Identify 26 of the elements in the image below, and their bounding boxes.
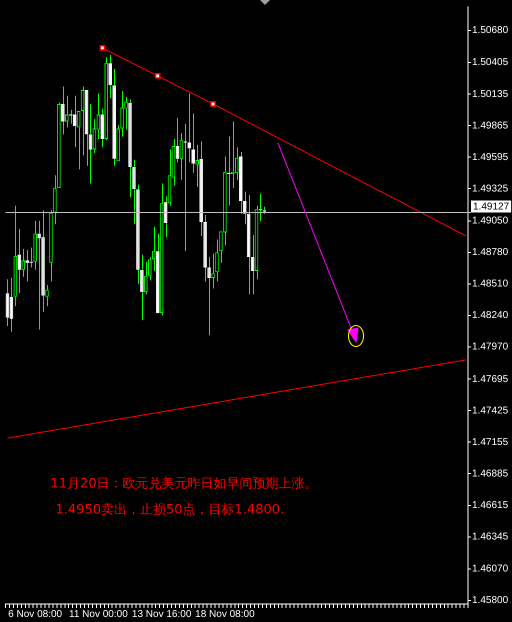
y-tick-label: 1.50680 (472, 25, 509, 36)
ref-line-label: 1.49127 (473, 201, 510, 212)
y-tick-label: 1.49865 (472, 120, 509, 132)
x-tick-label: 13 Nov 16:00 (132, 608, 192, 620)
y-tick-label: 1.49595 (472, 152, 509, 163)
x-tick-label: 11 Nov 00:00 (69, 608, 128, 620)
annotation: 1.4950卖出，止损50点，目标1.4800. (56, 502, 284, 518)
y-tick-label: 1.50135 (472, 88, 509, 100)
y-tick-label: 1.47155 (472, 436, 509, 448)
y-tick-label: 1.47425 (472, 405, 509, 416)
y-tick-label: 1.46615 (472, 500, 509, 512)
y-tick-label: 1.48510 (472, 278, 509, 290)
y-tick-label: 1.45800 (472, 595, 509, 606)
y-tick-label: 1.49325 (472, 183, 509, 194)
y-tick-label: 1.46345 (472, 532, 509, 543)
y-tick-label: 1.49050 (472, 216, 509, 227)
y-tick-label: 1.46885 (472, 468, 509, 480)
x-tick-label: 18 Nov 08:00 (195, 608, 256, 620)
y-tick-label: 1.50405 (472, 57, 509, 68)
y-tick-label: 1.48240 (472, 310, 509, 322)
x-tick-label: 6 Nov 08:00 (8, 608, 63, 620)
y-tick-label: 1.47970 (472, 342, 509, 353)
annotation: 11月20日：欧元兑美元昨日如早间预期上涨。 (50, 475, 318, 492)
y-tick-label: 1.46070 (472, 564, 509, 575)
y-tick-label: 1.47695 (472, 374, 509, 385)
y-tick-label: 1.48780 (472, 247, 509, 258)
